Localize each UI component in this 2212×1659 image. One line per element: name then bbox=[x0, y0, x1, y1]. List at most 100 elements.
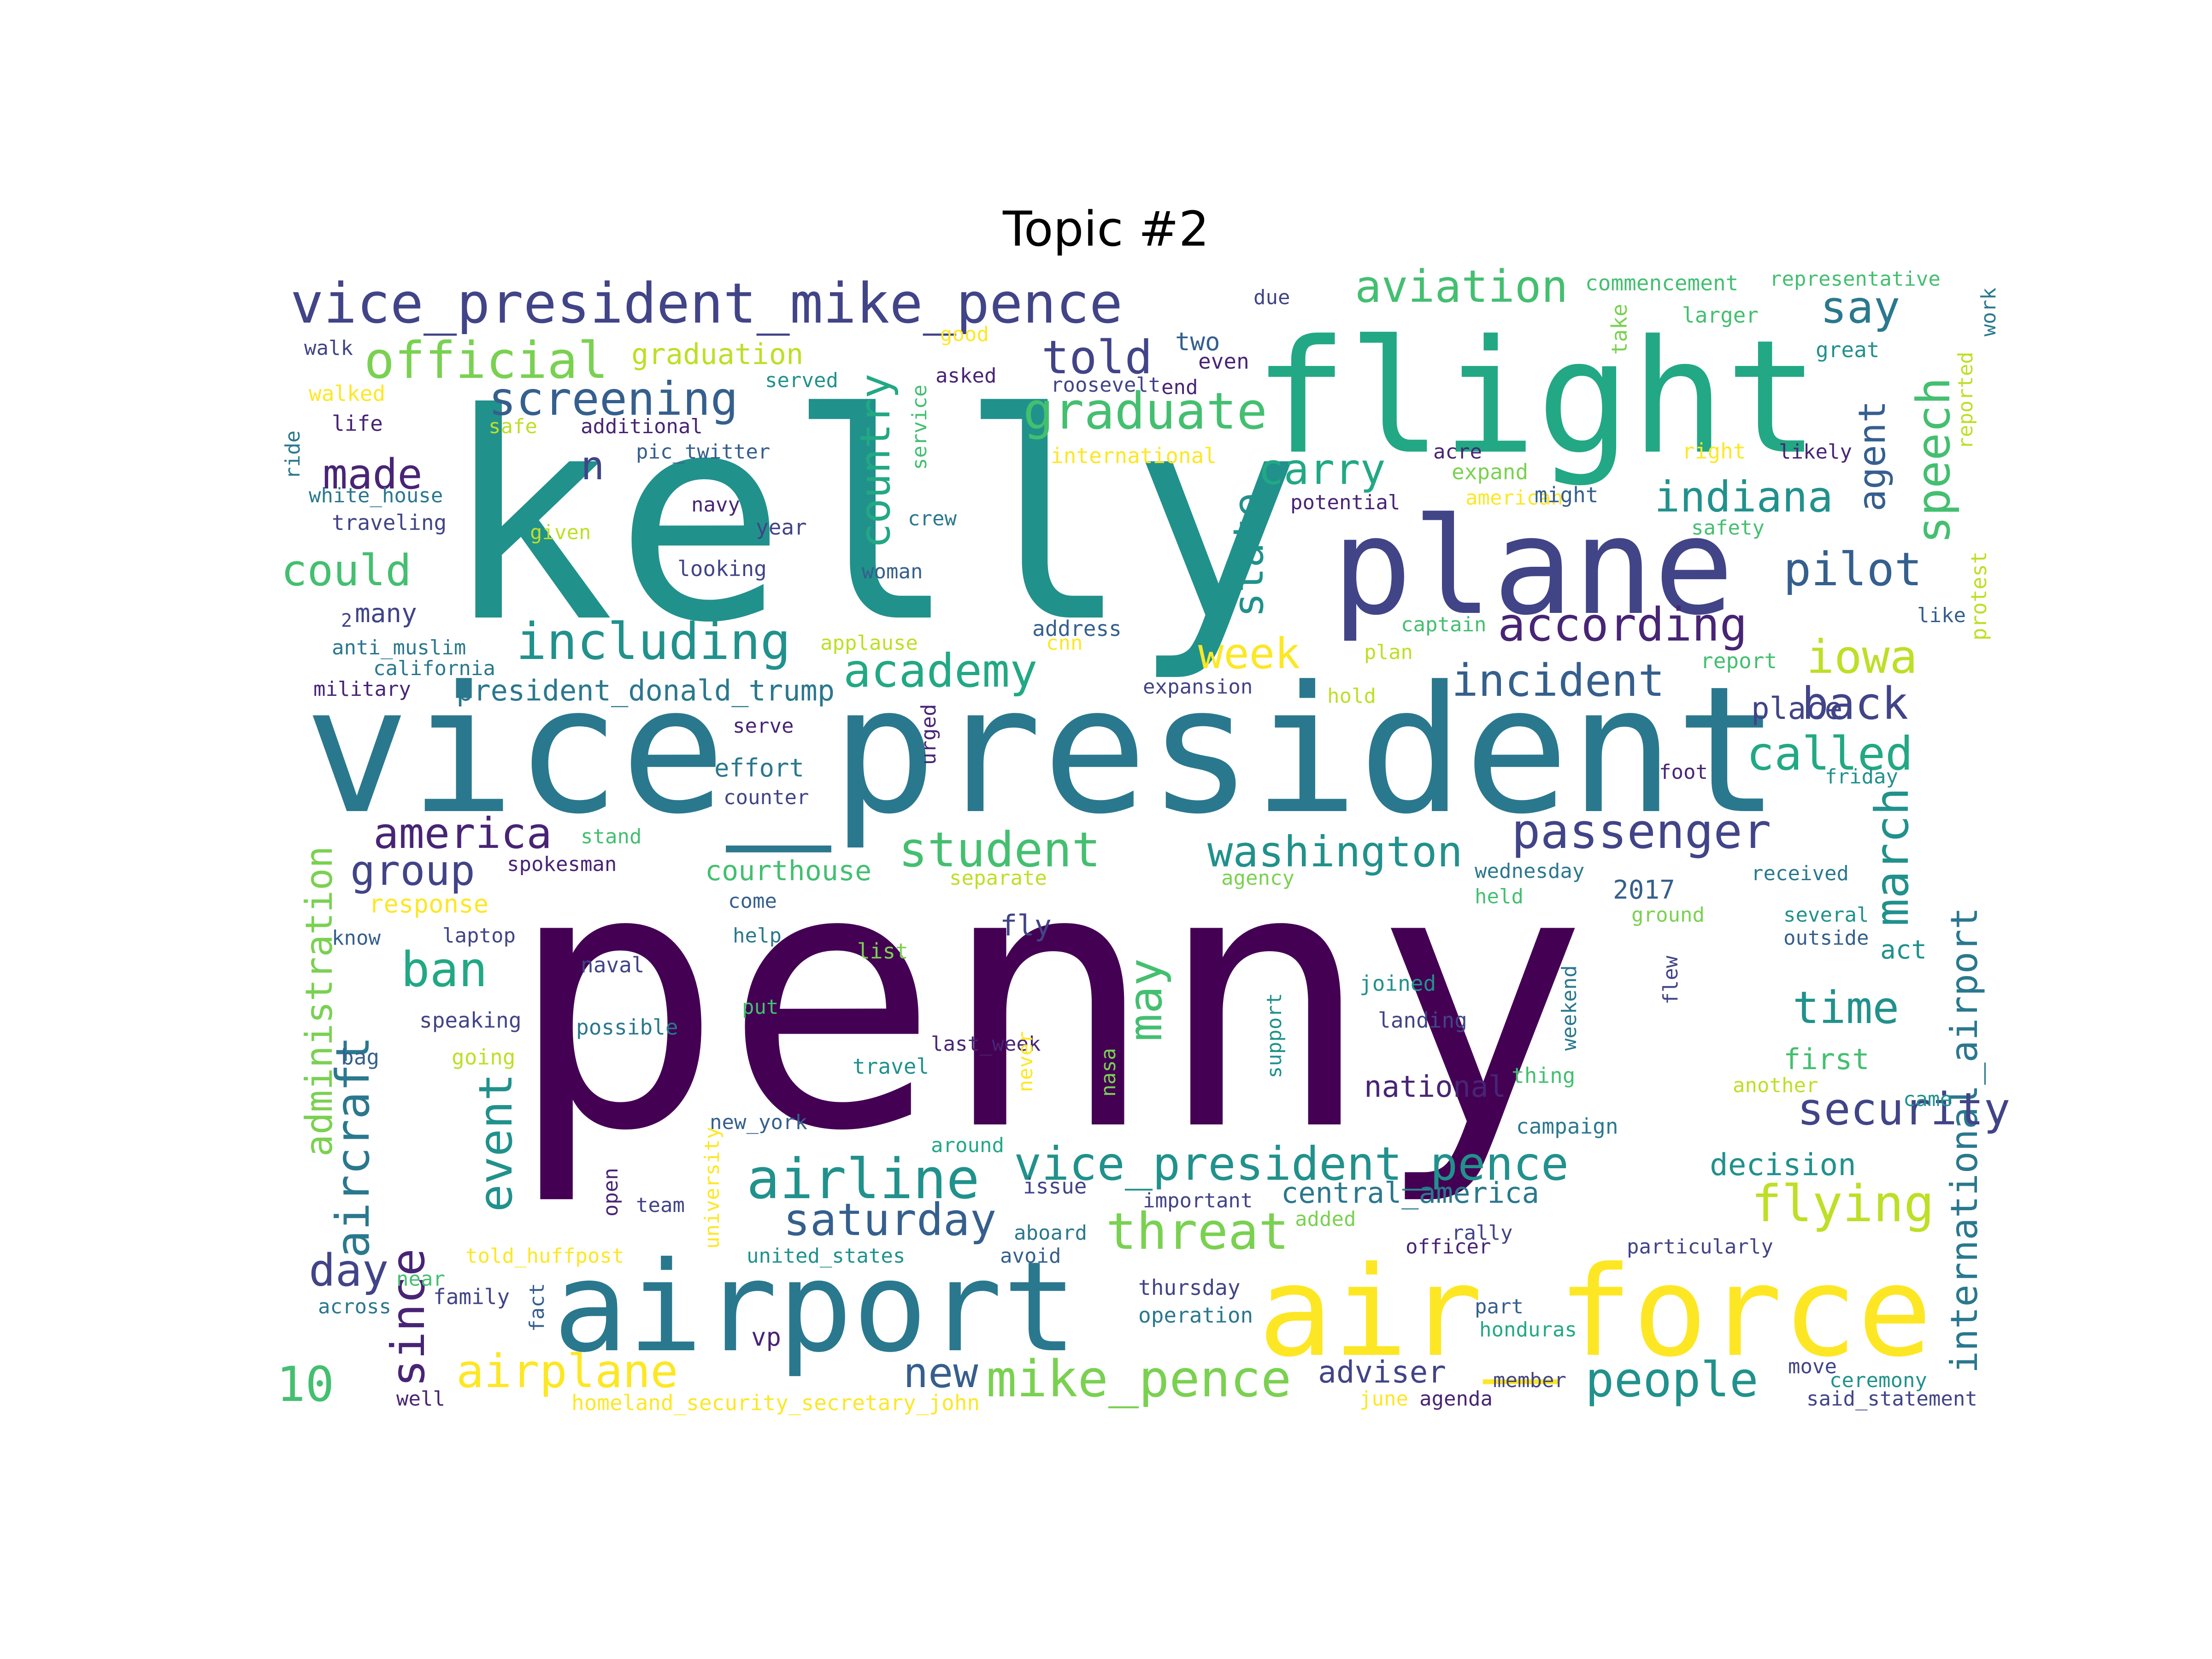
cloud-word: walk bbox=[304, 336, 353, 360]
cloud-word: place bbox=[1751, 691, 1843, 726]
cloud-word: international_airport bbox=[1943, 907, 1986, 1373]
cloud-word: incident bbox=[1452, 655, 1665, 706]
cloud-word: applause bbox=[820, 631, 918, 655]
cloud-word: 2017 bbox=[1613, 875, 1675, 905]
cloud-word: military bbox=[313, 677, 411, 701]
cloud-word: right bbox=[1682, 439, 1746, 464]
cloud-word: work bbox=[1977, 288, 2000, 336]
cloud-word: 2 bbox=[341, 610, 352, 631]
cloud-word: back bbox=[1802, 678, 1908, 729]
cloud-word: came bbox=[1903, 1088, 1952, 1111]
cloud-word: told_huffpost bbox=[465, 1244, 624, 1268]
cloud-word: navy bbox=[691, 493, 740, 517]
cloud-word: united_states bbox=[747, 1244, 905, 1268]
cloud-word: vice_president bbox=[304, 648, 1780, 855]
cloud-word: national bbox=[1364, 1070, 1506, 1104]
cloud-word: n bbox=[581, 443, 605, 489]
cloud-word: roosevelt bbox=[1051, 373, 1160, 397]
cloud-word: help bbox=[733, 924, 782, 947]
cloud-word: member bbox=[1493, 1369, 1566, 1392]
cloud-word: another bbox=[1733, 1074, 1818, 1097]
cloud-word: washington bbox=[1207, 827, 1463, 877]
cloud-word: called bbox=[1747, 727, 1913, 781]
cloud-word: state bbox=[1224, 493, 1273, 618]
cloud-word: official bbox=[364, 331, 608, 390]
cloud-word: country bbox=[851, 374, 900, 548]
cloud-word: laptop bbox=[442, 924, 516, 947]
cloud-word: potential bbox=[1290, 491, 1400, 514]
cloud-word: flew bbox=[1659, 956, 1683, 1005]
cloud-word: threat bbox=[1106, 1202, 1289, 1261]
cloud-word: speech bbox=[1906, 377, 1960, 544]
cloud-title: Topic #2 bbox=[1003, 201, 1209, 257]
cloud-word: adviser bbox=[1318, 1354, 1446, 1390]
cloud-word: acre bbox=[1433, 440, 1482, 464]
cloud-word: new_york bbox=[710, 1111, 807, 1134]
cloud-word: cnn bbox=[1046, 631, 1082, 655]
cloud-word: avoid bbox=[1000, 1244, 1061, 1268]
cloud-word: family bbox=[433, 1284, 510, 1309]
cloud-word: might bbox=[1535, 482, 1598, 507]
cloud-word: may bbox=[1118, 958, 1172, 1041]
cloud-word: week bbox=[1198, 629, 1300, 678]
cloud-word: woman bbox=[862, 560, 923, 583]
cloud-word: response bbox=[369, 889, 488, 918]
cloud-word: effort bbox=[714, 753, 804, 782]
cloud-word: kelly bbox=[442, 353, 1302, 685]
cloud-word: plane bbox=[1332, 489, 1734, 645]
cloud-word: anti_muslim bbox=[332, 636, 466, 659]
cloud-word: captain bbox=[1401, 613, 1486, 636]
cloud-word: separate bbox=[949, 866, 1047, 890]
cloud-word: airport bbox=[553, 1235, 1077, 1380]
cloud-word: team bbox=[636, 1194, 685, 1217]
cloud-word: decision bbox=[1710, 1147, 1856, 1182]
cloud-word: fly bbox=[1000, 909, 1052, 942]
cloud-word: asked bbox=[935, 364, 996, 388]
cloud-word: 10 bbox=[276, 1356, 334, 1412]
cloud-word: ride bbox=[281, 430, 305, 479]
cloud-word: administration bbox=[298, 846, 341, 1157]
cloud-word: passenger bbox=[1512, 803, 1771, 859]
cloud-word: ground bbox=[1631, 903, 1705, 927]
cloud-word: weekend bbox=[1558, 965, 1581, 1051]
cloud-word: wednesday bbox=[1475, 859, 1584, 883]
cloud-word: know bbox=[332, 926, 381, 950]
cloud-word: international bbox=[1051, 443, 1217, 468]
cloud-word: honduras bbox=[1479, 1318, 1577, 1341]
cloud-word: counter bbox=[724, 786, 809, 809]
cloud-word: iowa bbox=[1806, 630, 1918, 684]
cloud-word: rally bbox=[1452, 1221, 1512, 1245]
cloud-word: list bbox=[857, 939, 908, 964]
cloud-word: report bbox=[1700, 648, 1777, 673]
cloud-word: mike_pence bbox=[986, 1349, 1291, 1408]
cloud-word: life bbox=[332, 411, 383, 436]
cloud-word: graduation bbox=[631, 337, 803, 371]
cloud-word: say bbox=[1820, 282, 1900, 333]
cloud-word: airplane bbox=[456, 1344, 678, 1398]
cloud-word: thing bbox=[1512, 1063, 1575, 1088]
cloud-word: american bbox=[1465, 486, 1563, 510]
cloud-word: nasa bbox=[1097, 1048, 1120, 1097]
cloud-word: traveling bbox=[332, 510, 447, 535]
cloud-word: vice_president_mike_pence bbox=[290, 272, 1123, 336]
cloud-word: urged bbox=[917, 704, 941, 765]
cloud-word: foot bbox=[1659, 760, 1708, 784]
cloud-word: told bbox=[1041, 330, 1153, 384]
cloud-word: pilot bbox=[1783, 542, 1922, 596]
cloud-word: safe bbox=[488, 415, 537, 438]
cloud-word: officer bbox=[1406, 1235, 1491, 1259]
cloud-word: even bbox=[1198, 349, 1249, 374]
cloud-word: representative bbox=[1770, 267, 1941, 291]
cloud-word: indiana bbox=[1654, 472, 1833, 522]
cloud-word: friday bbox=[1825, 765, 1898, 788]
cloud-word: security bbox=[1797, 1083, 2010, 1135]
cloud-word: put bbox=[742, 995, 778, 1019]
cloud-word: could bbox=[281, 546, 412, 596]
cloud-word: spokesman bbox=[507, 853, 617, 876]
cloud-word: campaign bbox=[1516, 1114, 1618, 1139]
cloud-word: walked bbox=[309, 381, 385, 406]
cloud-word: university bbox=[700, 1127, 724, 1249]
cloud-word: issue bbox=[1023, 1174, 1087, 1199]
cloud-word: operation bbox=[1138, 1303, 1253, 1328]
